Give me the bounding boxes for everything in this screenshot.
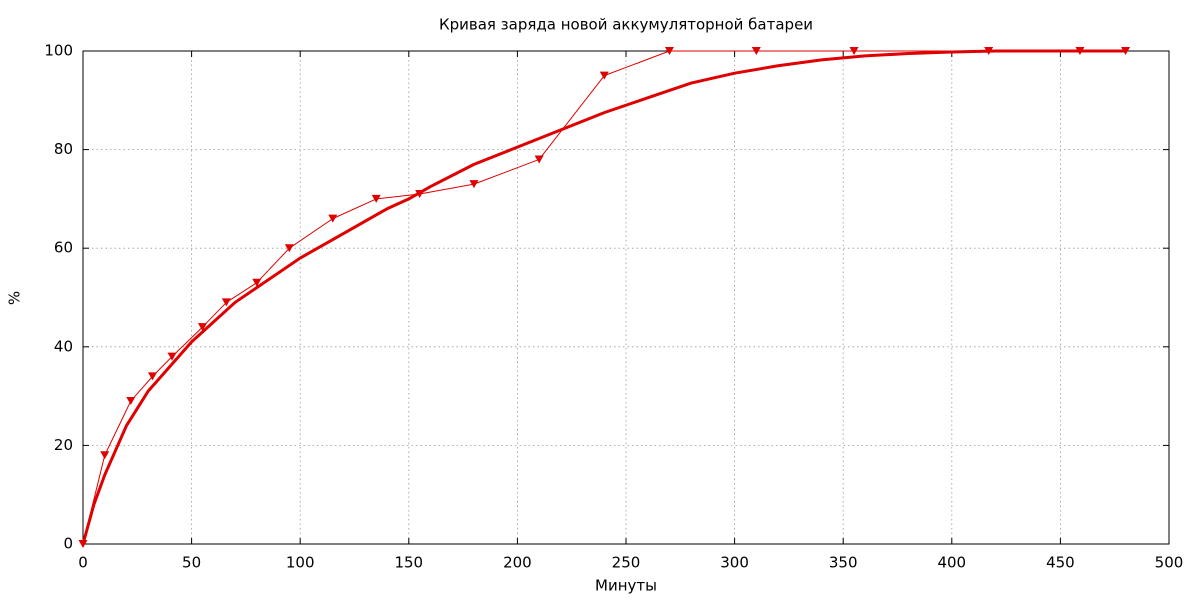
data-point — [849, 47, 859, 55]
y-axis-label: % — [6, 291, 24, 305]
data-point — [664, 47, 674, 55]
x-tick-label: 0 — [78, 554, 88, 572]
data-point — [100, 451, 110, 460]
y-tick-label: 20 — [54, 436, 73, 454]
x-tick-label: 400 — [937, 554, 966, 572]
x-tick-label: 350 — [829, 554, 858, 572]
x-tick-label: 150 — [394, 554, 423, 572]
series-line — [82, 50, 1126, 545]
x-axis-label: Минуты — [595, 577, 657, 595]
x-tick-label: 300 — [720, 554, 749, 572]
data-point — [751, 47, 761, 55]
x-tick-label: 450 — [1046, 554, 1075, 572]
x-tick-label: 100 — [286, 554, 315, 572]
x-tick-label: 50 — [182, 554, 201, 572]
y-tick-label: 100 — [44, 42, 73, 60]
y-tick-label: 0 — [63, 535, 73, 553]
data-point — [148, 372, 158, 381]
data-point — [221, 298, 231, 307]
data-point — [371, 194, 381, 203]
data-point — [167, 352, 177, 361]
data-point — [252, 278, 262, 287]
y-tick-label: 60 — [54, 239, 73, 257]
y-tick-label: 40 — [54, 337, 73, 355]
data-point — [328, 214, 338, 223]
plot-frame — [82, 50, 1170, 545]
chart-title: Кривая заряда новой аккумуляторной батар… — [439, 16, 813, 34]
x-tick-label: 200 — [503, 554, 532, 572]
data-point — [534, 155, 544, 164]
data-point — [599, 71, 609, 80]
y-tick-label: 80 — [54, 140, 73, 158]
data-point — [284, 244, 294, 253]
x-tick-label: 250 — [612, 554, 641, 572]
data-point — [126, 397, 136, 406]
series-line — [81, 49, 1126, 545]
x-tick-label: 500 — [1155, 554, 1184, 572]
data-point — [197, 323, 207, 332]
data-point — [469, 180, 479, 189]
